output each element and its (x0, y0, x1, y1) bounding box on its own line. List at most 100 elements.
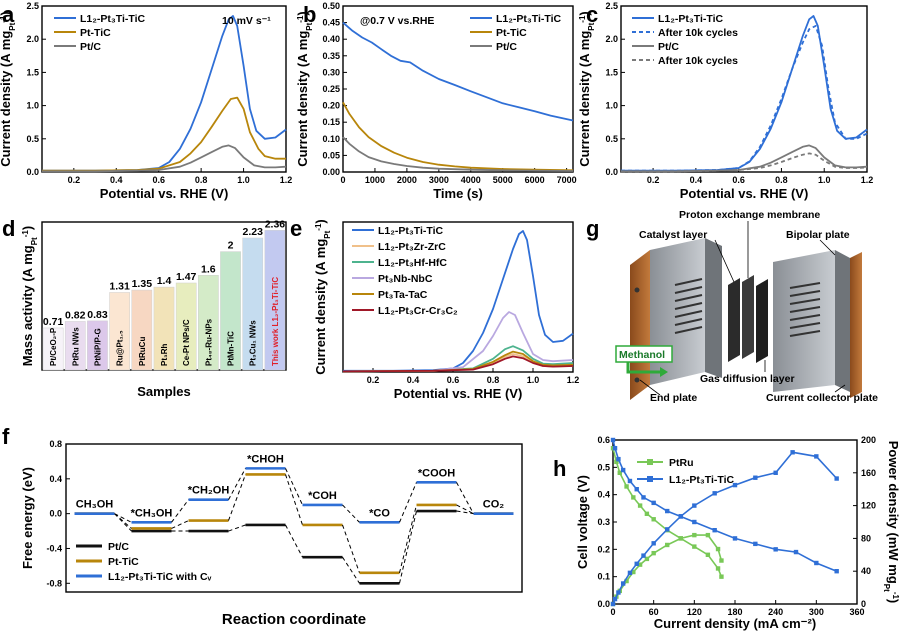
bar (42, 327, 64, 371)
panel-label-g: g (586, 216, 599, 241)
bar (242, 237, 264, 371)
chart-e-frame (342, 221, 574, 373)
fuel-cell-illustration: Methanol Proton exchange membrane Cataly… (615, 209, 878, 404)
panel-label-e: e (290, 216, 302, 241)
panel-label-d: d (2, 216, 15, 241)
chart-c-ytick-label: 0.0 (605, 167, 618, 177)
chart-h-legend-label: PtRu (669, 457, 694, 469)
membrane-shape (742, 275, 754, 359)
chart-h-marker (610, 601, 616, 607)
chart-h-marker (692, 544, 697, 549)
bar (264, 230, 286, 371)
bar (64, 321, 86, 371)
energy-connector (285, 468, 303, 506)
scan-rate-annotation: 10 mV s⁻¹ (222, 15, 271, 27)
chart-h-series-0 (612, 448, 723, 577)
bar-value-label: 1.35 (132, 278, 153, 290)
energy-connector (114, 513, 132, 523)
chart-h-marker (616, 456, 621, 462)
chart-h-marker (627, 570, 633, 576)
panel-label-a: a (2, 2, 15, 27)
bar (109, 292, 130, 371)
chart-h-marker (620, 467, 626, 473)
chart-a-ylabel-sub: Pt (8, 22, 17, 30)
chart-f-ytick-label: 0.8 (49, 439, 62, 449)
chart-c-legend-label: Pt/C (658, 41, 679, 53)
chart-b-ylabel-end: ) (295, 11, 310, 15)
end-plate-label: End plate (650, 392, 697, 404)
chart-h-marker (773, 547, 778, 552)
chart-c-ylabel: Current density (A mgPt-1) (577, 11, 596, 167)
catalyst-layer-label: Catalyst layer (639, 229, 707, 241)
chart-h-ylabel-right-sup: -1 (892, 592, 901, 600)
chart-d-ylabel-sub: Pt (30, 237, 39, 245)
chart-b-xtick-label: 7000 (557, 175, 577, 185)
chart-h-legend-label: L1₂-Pt₃Ti-TiC (669, 474, 735, 486)
energy-connector (228, 468, 246, 500)
energy-connector (342, 504, 360, 523)
chart-c-xtick-label: 0.8 (775, 175, 788, 185)
chart-b-legend-label: Pt-TiC (496, 27, 527, 39)
chart-c-legend-label: L1₂-Pt₃Ti-TiC (658, 13, 724, 25)
chart-e-ylabel: Current density (A mgPt-1) (313, 219, 332, 375)
chart-h-marker (665, 508, 670, 514)
chart-h-ylabel-right-sub: Pt (883, 584, 892, 592)
chart-h-marker (614, 459, 619, 465)
chart-e-series-3 (342, 311, 574, 373)
bar-value-label: 2.36 (265, 218, 286, 230)
chart-h-marker (651, 541, 656, 546)
state-label: CH₃OH (76, 499, 114, 511)
chart-h-ytick-right-label: 160 (861, 468, 876, 478)
bar-value-label: 1.47 (176, 271, 197, 283)
chart-h-ytick-label: 0.4 (597, 490, 610, 500)
energy-connector (456, 510, 474, 515)
chart-f-legend-label: Pt/C (108, 541, 129, 553)
chart-h-marker (732, 536, 738, 541)
chart-f-legend-label: Pt-TiC (108, 556, 139, 568)
chart-a-xtick-label: 1.2 (280, 175, 293, 185)
chart-c-xtick-label: 0.6 (732, 175, 745, 185)
chart-b-ytick-label: 0.15 (322, 117, 340, 127)
chart-h-marker (678, 514, 683, 519)
chart-f-xlabel: Reaction coordinate (222, 611, 366, 628)
chart-c-ylabel-sup: -1 (578, 15, 587, 23)
bar-value-label: 1.31 (109, 280, 130, 292)
chart-h-marker (793, 549, 799, 555)
chart-a-ytick-label: 0.0 (26, 167, 39, 177)
chart-f-ytick-label: 0.0 (49, 509, 62, 519)
chart-e-xlabel: Potential vs. RHE (V) (394, 386, 523, 401)
state-label: *COOH (418, 467, 455, 479)
chart-c-ylabel-end: ) (577, 11, 592, 15)
methanol-box (615, 345, 673, 363)
panel-label-h: h (553, 456, 566, 481)
chart-c-legend-label: After 10k cycles (658, 55, 738, 67)
methanol-label: Methanol (619, 349, 665, 361)
chart-a-xtick-label: 0.6 (152, 175, 165, 185)
chart-b-ytick-label: 0.50 (322, 1, 340, 11)
chart-b-ytick-label: 0.05 (322, 150, 340, 160)
chart-a-series-2 (42, 144, 287, 173)
bar (220, 251, 241, 371)
energy-connector (399, 504, 417, 573)
bolt-icon (634, 377, 640, 383)
chart-a-xtick-label: 0.8 (195, 175, 208, 185)
chart-b-ytick-label: 0.45 (322, 18, 340, 28)
chart-h-ytick-label: 0.6 (597, 435, 610, 445)
chart-h-marker (612, 596, 618, 602)
bar (153, 286, 175, 371)
chart-h-marker (624, 578, 629, 584)
chart-f-ytick-label: -0.4 (46, 543, 62, 553)
chart-a-ylabel-end: ) (0, 11, 13, 15)
chart-f-frame (65, 443, 523, 593)
energy-connector (342, 556, 360, 584)
chart-h-ylabel: Cell voltage (V) (575, 475, 590, 569)
chart-b-ytick-label: 0.40 (322, 34, 340, 44)
chart-h-xlabel: Current density (mA cm⁻²) (654, 616, 816, 631)
chart-b-xtick-label: 6000 (525, 175, 545, 185)
chart-e-xtick-label: 0.6 (447, 375, 460, 385)
bolt-icon (634, 287, 640, 293)
chart-h-marker (616, 590, 621, 595)
current-collector-label: Current collector plate (766, 392, 878, 404)
